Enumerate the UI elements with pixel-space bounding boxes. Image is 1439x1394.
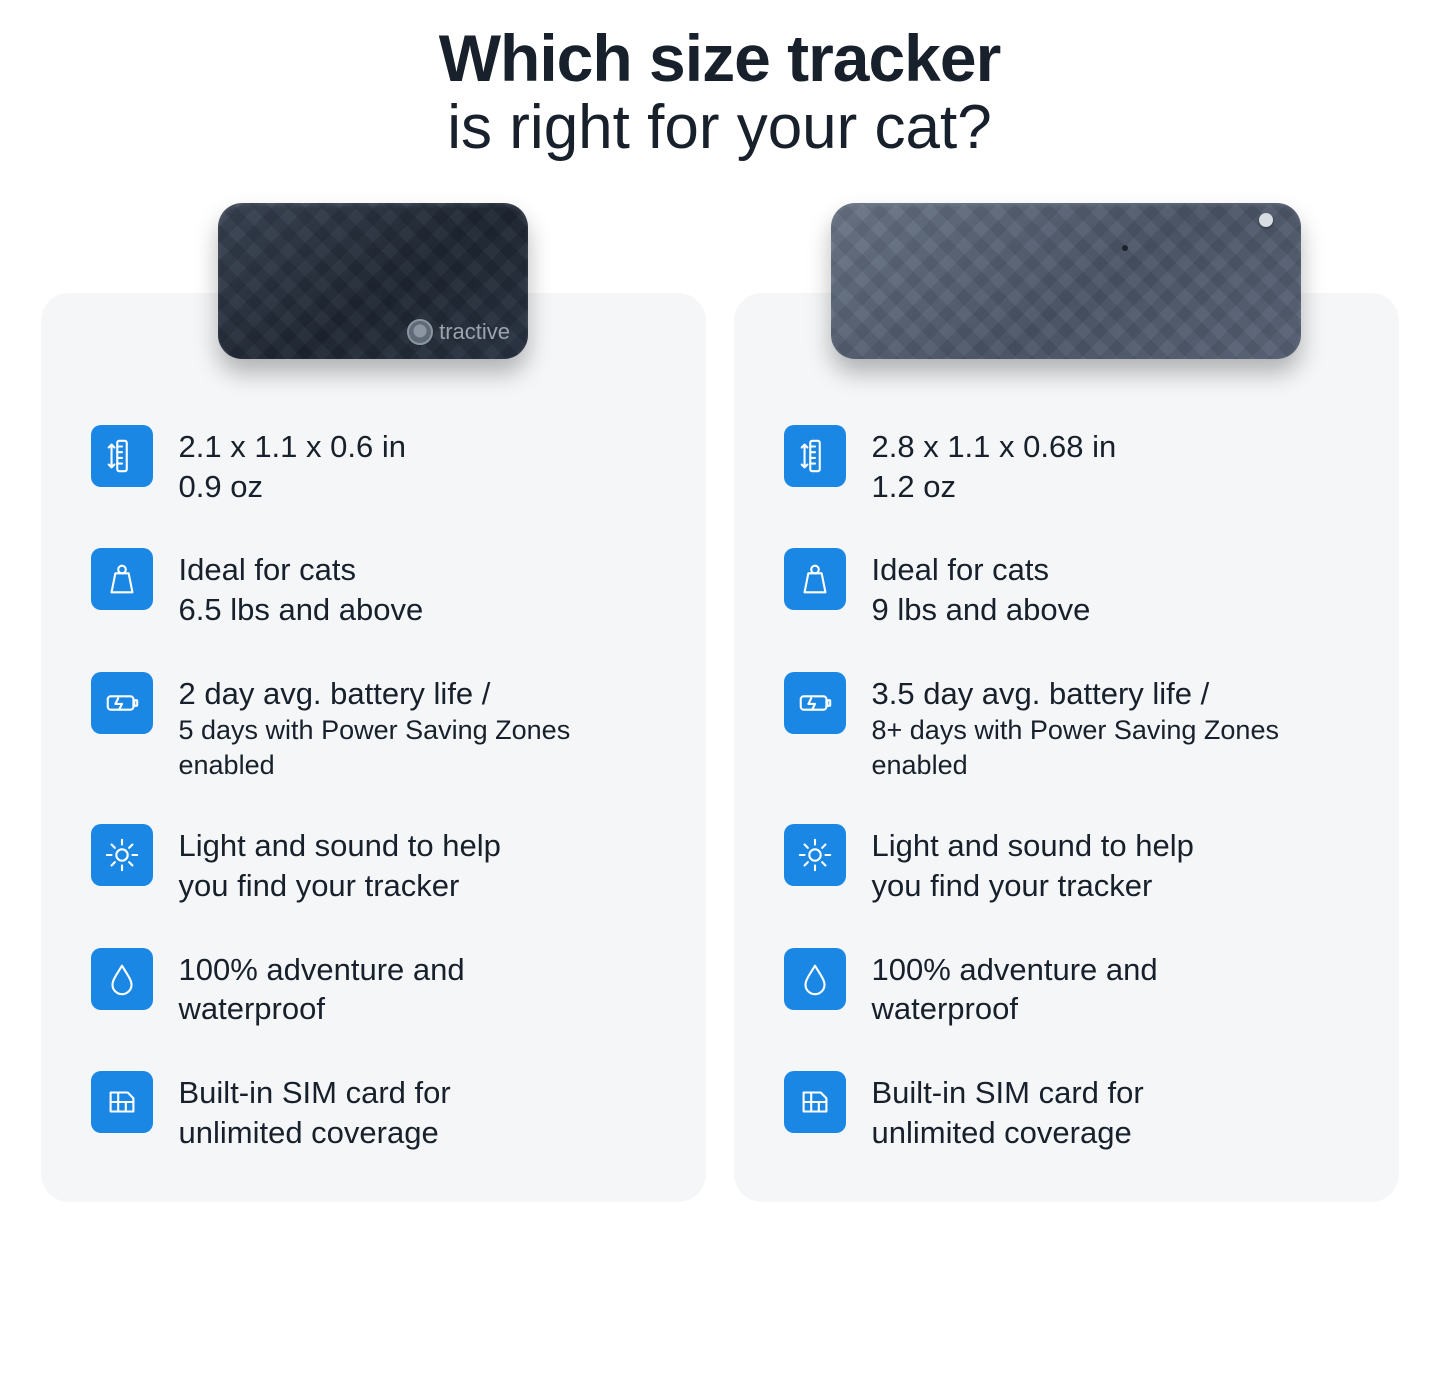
feature-text: 3.5 day avg. battery life / 8+ days with… <box>872 672 1349 783</box>
battery-line1: 3.5 day avg. battery life / <box>872 674 1349 714</box>
feature-text: Light and sound to help you find your tr… <box>179 824 501 905</box>
light-line1: Light and sound to help <box>179 826 501 866</box>
brand-pin-icon <box>407 319 433 345</box>
feature-waterproof: 100% adventure and waterproof <box>91 948 656 1029</box>
feature-light-sound: Light and sound to help you find your tr… <box>784 824 1349 905</box>
feature-text: 100% adventure and waterproof <box>179 948 465 1029</box>
sim-line1: Built-in SIM card for <box>872 1073 1144 1113</box>
battery-icon <box>91 672 153 734</box>
weight-line1: Ideal for cats <box>872 550 1091 590</box>
feature-dimensions: 2.1 x 1.1 x 0.6 in 0.9 oz <box>91 425 656 506</box>
comparison-columns: tractive 2.1 x 1.1 x 0.6 in 0.9 oz Ideal… <box>0 193 1439 1202</box>
card-large-tracker: 2.8 x 1.1 x 0.68 in 1.2 oz Ideal for cat… <box>734 293 1399 1202</box>
water-line2: waterproof <box>179 989 465 1029</box>
weight-icon <box>91 548 153 610</box>
droplet-icon <box>784 948 846 1010</box>
feature-sim: Built-in SIM card for unlimited coverage <box>91 1071 656 1152</box>
water-line1: 100% adventure and <box>179 950 465 990</box>
water-line2: waterproof <box>872 989 1158 1029</box>
feature-text: Built-in SIM card for unlimited coverage <box>179 1071 451 1152</box>
title-light: is right for your cat? <box>0 92 1439 163</box>
feature-text: Built-in SIM card for unlimited coverage <box>872 1071 1144 1152</box>
sun-icon <box>91 824 153 886</box>
feature-text: 2 day avg. battery life / 5 days with Po… <box>179 672 656 783</box>
feature-text: Light and sound to help you find your tr… <box>872 824 1194 905</box>
feature-dimensions: 2.8 x 1.1 x 0.68 in 1.2 oz <box>784 425 1349 506</box>
feature-text: Ideal for cats 6.5 lbs and above <box>179 548 424 629</box>
sim-line1: Built-in SIM card for <box>179 1073 451 1113</box>
sim-icon <box>784 1071 846 1133</box>
weight-line1: Ideal for cats <box>179 550 424 590</box>
feature-text: 2.8 x 1.1 x 0.68 in 1.2 oz <box>872 425 1117 506</box>
brand-label: tractive <box>407 319 510 345</box>
device-image-wrap <box>784 293 1349 383</box>
battery-line2: 5 days with Power Saving Zones enabled <box>179 713 656 782</box>
light-line1: Light and sound to help <box>872 826 1194 866</box>
battery-line1: 2 day avg. battery life / <box>179 674 656 714</box>
device-mic-hole <box>1122 245 1128 251</box>
sim-line2: unlimited coverage <box>179 1113 451 1153</box>
device-large-mock <box>831 203 1301 359</box>
feature-light-sound: Light and sound to help you find your tr… <box>91 824 656 905</box>
device-image-wrap: tractive <box>91 293 656 383</box>
device-button-dot <box>1259 213 1273 227</box>
card-small-tracker: tractive 2.1 x 1.1 x 0.6 in 0.9 oz Ideal… <box>41 293 706 1202</box>
water-line1: 100% adventure and <box>872 950 1158 990</box>
title-bold: Which size tracker <box>0 20 1439 96</box>
page-header: Which size tracker is right for your cat… <box>0 0 1439 193</box>
feature-text: 2.1 x 1.1 x 0.6 in 0.9 oz <box>179 425 406 506</box>
dims-line2: 0.9 oz <box>179 467 406 507</box>
battery-line2: 8+ days with Power Saving Zones enabled <box>872 713 1349 782</box>
weight-line2: 9 lbs and above <box>872 590 1091 630</box>
battery-icon <box>784 672 846 734</box>
feature-text: Ideal for cats 9 lbs and above <box>872 548 1091 629</box>
light-line2: you find your tracker <box>872 866 1194 906</box>
sim-icon <box>91 1071 153 1133</box>
ruler-icon <box>784 425 846 487</box>
feature-weight: Ideal for cats 9 lbs and above <box>784 548 1349 629</box>
dims-line2: 1.2 oz <box>872 467 1117 507</box>
dims-line1: 2.1 x 1.1 x 0.6 in <box>179 427 406 467</box>
feature-battery: 2 day avg. battery life / 5 days with Po… <box>91 672 656 783</box>
light-line2: you find your tracker <box>179 866 501 906</box>
dims-line1: 2.8 x 1.1 x 0.68 in <box>872 427 1117 467</box>
brand-text: tractive <box>439 319 510 345</box>
feature-weight: Ideal for cats 6.5 lbs and above <box>91 548 656 629</box>
ruler-icon <box>91 425 153 487</box>
weight-icon <box>784 548 846 610</box>
sun-icon <box>784 824 846 886</box>
feature-waterproof: 100% adventure and waterproof <box>784 948 1349 1029</box>
sim-line2: unlimited coverage <box>872 1113 1144 1153</box>
feature-sim: Built-in SIM card for unlimited coverage <box>784 1071 1349 1152</box>
device-small-mock: tractive <box>218 203 528 359</box>
droplet-icon <box>91 948 153 1010</box>
feature-battery: 3.5 day avg. battery life / 8+ days with… <box>784 672 1349 783</box>
weight-line2: 6.5 lbs and above <box>179 590 424 630</box>
feature-text: 100% adventure and waterproof <box>872 948 1158 1029</box>
